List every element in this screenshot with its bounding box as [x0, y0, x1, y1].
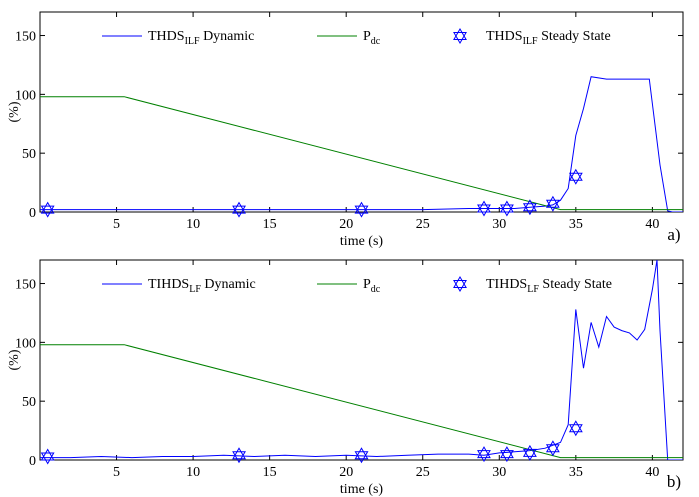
series-3-marker [40, 201, 55, 218]
legend-entry-2-subscript: dc [371, 284, 381, 295]
legend-entry-2: Pdc [363, 277, 381, 295]
legend-entry-3-subscript: ILF [523, 36, 538, 47]
plot-area-frame [39, 259, 684, 461]
y-tick-label: 50 [22, 395, 36, 410]
y-tick-label: 0 [29, 206, 36, 221]
y-tick-label: 50 [22, 147, 36, 162]
x-axis-label: time (s) [340, 482, 383, 497]
legend-entry-1-main: TIHDS [148, 277, 189, 292]
series-3-marker [354, 447, 369, 464]
series-1-line [40, 260, 683, 460]
series-3-marker [545, 440, 560, 457]
x-tick-label: 10 [186, 217, 200, 232]
panel-label: a) [667, 225, 680, 244]
series-2-line [40, 344, 683, 459]
x-tick-label: 20 [339, 217, 353, 232]
x-tick-label: 35 [569, 465, 583, 480]
legend: TIHDSLF Dynamic Pdc TIHDSLF Steady State [102, 276, 612, 295]
legend-entry-3-suffix: Steady State [538, 29, 611, 44]
legend-swatch-3 [453, 276, 467, 292]
legend-entry-1-main: THDS [148, 29, 185, 44]
legend-entry-2-subscript: dc [371, 36, 381, 47]
series-2-line [40, 96, 683, 211]
panel-b: 5 10 15 20 25 30 35 40 0 50 100 150 time (s) (%) b) TIH… [7, 259, 684, 497]
y-tick-label: 0 [29, 454, 36, 469]
x-tick-label: 15 [263, 465, 277, 480]
legend-entry-2-main: P [363, 29, 371, 44]
series-3-marker [568, 420, 583, 437]
y-tick-label: 100 [15, 336, 36, 351]
legend-entry-3-suffix: Steady State [539, 277, 612, 292]
legend-entry-3-subscript: LF [527, 284, 539, 295]
legend-entry-1-suffix: Dynamic [201, 277, 256, 292]
panel-label: b) [667, 472, 681, 491]
legend-entry-2: Pdc [363, 29, 381, 47]
legend-entry-3: THDSILF Steady State [486, 29, 611, 47]
plot-area-frame [39, 11, 684, 213]
series-3-marker [545, 195, 560, 212]
series-3-marker [354, 201, 369, 218]
legend-entry-1-subscript: LF [189, 284, 201, 295]
series-3-marker [477, 200, 491, 217]
x-tick-label: 40 [645, 217, 659, 232]
y-tick-label: 150 [15, 278, 36, 293]
x-tick-label: 10 [186, 465, 200, 480]
x-tick-label: 5 [113, 217, 120, 232]
legend-entry-3-main: THDS [486, 29, 523, 44]
x-tick-label: 15 [263, 217, 277, 232]
x-tick-label: 35 [569, 217, 583, 232]
x-axis-label: time (s) [340, 234, 383, 249]
series-3-marker [522, 444, 537, 461]
x-tick-label: 30 [492, 217, 506, 232]
series-3-marker [40, 448, 55, 465]
series-1-line [40, 76, 683, 212]
y-axis-label: (%) [7, 349, 22, 370]
legend-entry-3-main: TIHDS [486, 277, 527, 292]
y-axis-label: (%) [7, 101, 22, 122]
series-3-marker [232, 447, 246, 464]
series-3-marker [500, 200, 514, 217]
series-3-marker [500, 446, 514, 463]
series-3-marker [522, 199, 537, 216]
legend-entry-3: TIHDSLF Steady State [486, 277, 612, 295]
x-tick-label: 25 [416, 217, 430, 232]
legend-swatch-3 [453, 28, 467, 44]
legend-entry-1-subscript: ILF [185, 36, 200, 47]
x-tick-label: 20 [339, 465, 353, 480]
legend-entry-1: TIHDSLF Dynamic [148, 277, 256, 295]
x-tick-label: 5 [113, 465, 120, 480]
series-3-marker [568, 168, 583, 185]
legend-entry-2-main: P [363, 277, 371, 292]
y-tick-label: 150 [15, 30, 36, 45]
series-3-marker [232, 201, 246, 218]
series-3-marker [477, 446, 491, 463]
x-tick-label: 40 [645, 465, 659, 480]
panel-a: 5 10 15 20 25 30 35 40 0 50 100 150 time (s) (%) a) THD… [7, 11, 684, 249]
legend-entry-1-suffix: Dynamic [200, 29, 255, 44]
legend: THDSILF Dynamic Pdc THDSILF Steady State [102, 28, 611, 47]
legend-entry-1: THDSILF Dynamic [148, 29, 254, 47]
x-tick-label: 30 [492, 465, 506, 480]
x-tick-label: 25 [416, 465, 430, 480]
y-tick-label: 100 [15, 88, 36, 103]
